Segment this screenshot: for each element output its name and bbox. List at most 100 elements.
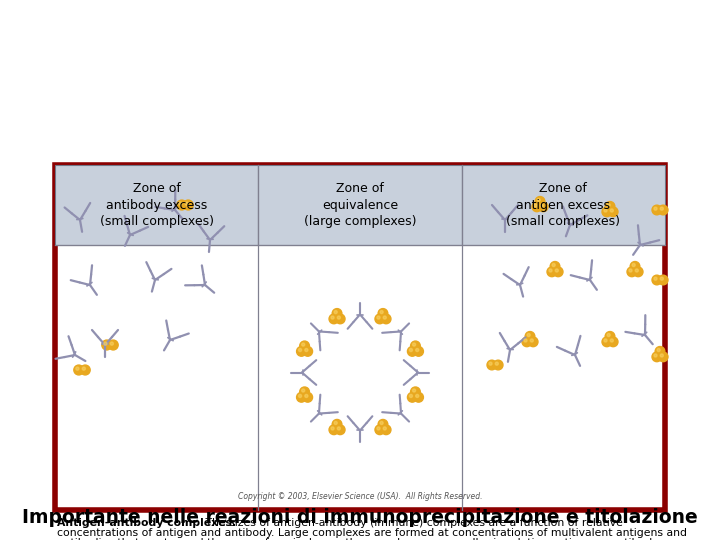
Circle shape — [660, 354, 663, 357]
Circle shape — [329, 425, 338, 435]
Circle shape — [82, 367, 86, 370]
Circle shape — [410, 341, 420, 351]
Circle shape — [660, 207, 663, 210]
Circle shape — [305, 348, 308, 352]
Text: Zone of
antibody excess
(small complexes): Zone of antibody excess (small complexes… — [99, 183, 214, 227]
Circle shape — [302, 343, 305, 346]
Circle shape — [331, 427, 334, 430]
Circle shape — [110, 342, 114, 345]
Circle shape — [630, 261, 640, 271]
Circle shape — [337, 316, 341, 319]
Circle shape — [530, 339, 534, 342]
Circle shape — [547, 267, 557, 276]
Circle shape — [629, 269, 632, 272]
Circle shape — [413, 389, 415, 392]
Circle shape — [179, 202, 182, 205]
Circle shape — [539, 202, 548, 212]
Circle shape — [410, 387, 420, 397]
Circle shape — [525, 332, 535, 341]
Circle shape — [550, 261, 560, 271]
Circle shape — [658, 275, 668, 285]
Text: concentrations of antigen and antibody. Large complexes are formed at concentrat: concentrations of antigen and antibody. … — [57, 528, 687, 538]
Circle shape — [383, 427, 387, 430]
Circle shape — [652, 352, 662, 362]
Circle shape — [332, 420, 342, 429]
Circle shape — [634, 267, 643, 276]
Circle shape — [654, 207, 657, 210]
Circle shape — [336, 425, 345, 435]
Circle shape — [80, 365, 90, 375]
Circle shape — [627, 267, 636, 276]
Circle shape — [608, 337, 618, 347]
Circle shape — [553, 267, 563, 276]
Circle shape — [528, 337, 538, 347]
Circle shape — [607, 204, 610, 207]
Circle shape — [632, 264, 635, 267]
Bar — [462, 165, 665, 245]
Circle shape — [549, 269, 552, 272]
Circle shape — [493, 360, 503, 370]
Circle shape — [177, 200, 186, 210]
Circle shape — [332, 308, 342, 318]
Text: Antigen-antibody complexes.: Antigen-antibody complexes. — [57, 518, 236, 528]
Circle shape — [184, 200, 193, 210]
Circle shape — [337, 427, 341, 430]
Circle shape — [608, 207, 618, 217]
Circle shape — [300, 341, 310, 351]
Circle shape — [413, 343, 415, 346]
Circle shape — [657, 348, 660, 352]
Circle shape — [303, 347, 312, 356]
Circle shape — [382, 314, 391, 324]
Circle shape — [414, 393, 423, 402]
Circle shape — [534, 204, 537, 207]
Circle shape — [604, 209, 607, 212]
Circle shape — [495, 362, 498, 365]
Circle shape — [378, 308, 388, 318]
Circle shape — [104, 342, 107, 345]
Circle shape — [74, 365, 84, 375]
Circle shape — [378, 420, 388, 429]
Circle shape — [487, 360, 497, 370]
Circle shape — [297, 393, 306, 402]
Circle shape — [655, 347, 665, 356]
Circle shape — [552, 264, 555, 267]
Circle shape — [660, 277, 663, 280]
Circle shape — [336, 314, 345, 324]
Circle shape — [532, 202, 541, 212]
Circle shape — [383, 316, 387, 319]
Circle shape — [299, 394, 302, 397]
Circle shape — [410, 394, 413, 397]
Text: Importante nelle reazioni di immunoprecipitazione e titolazione: Importante nelle reazioni di immunopreci… — [22, 508, 698, 527]
Circle shape — [602, 207, 612, 217]
Circle shape — [537, 199, 540, 201]
Circle shape — [408, 347, 417, 356]
Bar — [55, 165, 258, 245]
Circle shape — [414, 347, 423, 356]
Circle shape — [635, 269, 639, 272]
Circle shape — [185, 202, 189, 205]
Circle shape — [377, 427, 380, 430]
Circle shape — [297, 347, 306, 356]
Circle shape — [658, 205, 668, 215]
Circle shape — [108, 340, 118, 350]
Circle shape — [377, 316, 380, 319]
Circle shape — [654, 354, 657, 357]
Circle shape — [102, 340, 112, 350]
Circle shape — [415, 348, 419, 352]
Circle shape — [76, 367, 79, 370]
Circle shape — [380, 421, 383, 424]
Text: antibodies that are termed the zone of equivalence; the complexes are smaller in: antibodies that are termed the zone of e… — [57, 538, 698, 540]
Circle shape — [375, 425, 384, 435]
Circle shape — [540, 204, 544, 207]
Circle shape — [408, 393, 417, 402]
Circle shape — [302, 389, 305, 392]
Text: Copyright © 2003, Elsevier Science (USA).  All Rights Reserved.: Copyright © 2003, Elsevier Science (USA)… — [238, 492, 482, 501]
Circle shape — [410, 348, 413, 352]
Circle shape — [652, 205, 662, 215]
Circle shape — [604, 339, 607, 342]
Circle shape — [607, 334, 610, 336]
Circle shape — [382, 425, 391, 435]
Circle shape — [654, 277, 657, 280]
Bar — [258, 165, 462, 245]
Circle shape — [334, 310, 337, 314]
